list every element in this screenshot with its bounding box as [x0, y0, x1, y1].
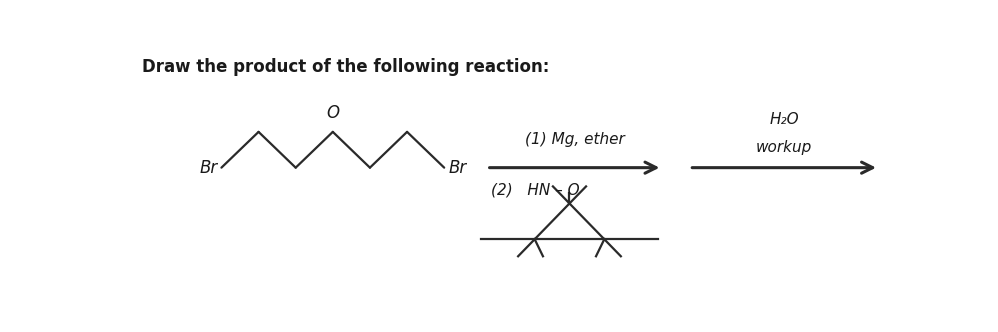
Text: H₂O: H₂O: [769, 112, 799, 127]
Text: (2)   HN – O: (2) HN – O: [491, 183, 579, 198]
Text: (1) Mg, ether: (1) Mg, ether: [525, 132, 625, 147]
Text: workup: workup: [756, 140, 812, 155]
Text: Br: Br: [200, 159, 218, 177]
Text: Br: Br: [448, 159, 466, 177]
Text: O: O: [326, 104, 339, 122]
Text: Draw the product of the following reaction:: Draw the product of the following reacti…: [142, 58, 549, 76]
